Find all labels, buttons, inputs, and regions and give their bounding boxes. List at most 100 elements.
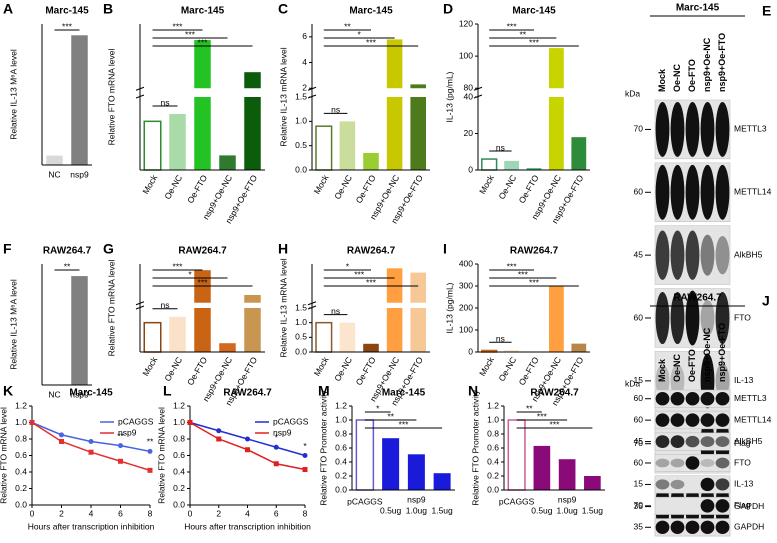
x-tick-label: Oe-NC [496,173,518,201]
y-axis-label: Relative FTO mRNA level [0,407,8,504]
y-tick-label: 300 [459,280,473,290]
y-tick-label: 0.0 [295,346,307,356]
protein-label: METTL14 [734,187,772,197]
chart-title: RAW264.7 [530,388,579,399]
x-tick-label: Mock [477,354,496,377]
kda-marker: 35 [634,522,644,532]
annotation: * [303,441,307,451]
protein-label: AlkBH5 [734,249,763,259]
y-tick-label: 0.5 [295,332,307,342]
bar [408,454,425,490]
group-label: nsp9 [558,494,577,504]
x-tick-label: Oe-NC [496,355,518,383]
band [671,413,685,426]
bar [549,286,564,352]
protein-label: Flag [734,500,751,510]
annotation: ** [117,431,124,441]
kda-marker: 70 [634,500,644,510]
protein-label: IL-13 [734,375,754,385]
point [274,461,279,466]
y-axis-label: Relative IL-13 M⁶A level [8,279,18,370]
lane-label: Oe-NC [672,353,682,382]
axis-break [136,88,265,97]
y-tick-label: 2 [302,82,307,92]
sig-label: *** [198,277,209,287]
bar [46,156,63,165]
panel-letter: I [443,241,447,257]
bar [169,114,186,170]
sig-label: *** [62,21,73,31]
bar [340,323,356,352]
bar [71,276,88,385]
y-tick-label: 20 [464,128,474,138]
y-tick-label: 0.2 [15,483,27,493]
y-tick-label: 1.0 [335,414,347,424]
y-tick-label: 100 [459,324,473,334]
band [671,392,685,405]
sig-label: *** [507,21,518,31]
chart-title: Marc-145 [69,388,113,399]
y-tick-label: 0.0 [295,164,307,174]
band [701,413,715,426]
sig-label: ** [519,29,526,39]
band [716,521,730,534]
y-tick-label: 0.2 [173,483,185,493]
protein-label: IL-13 [734,479,754,489]
point [216,437,221,442]
chart-title: Marc-145 [382,388,426,399]
bar [410,84,426,170]
band [656,459,670,468]
protein-label: METTL3 [734,393,767,403]
x-tick-label: Oe-NC [162,355,184,383]
protein-label: GAPDH [734,522,764,532]
x-tick-label: Mock [477,172,496,195]
point [59,439,64,444]
axis-break [308,88,430,97]
protein-label: FTO [734,312,751,322]
x-tick-label: 0 [30,508,35,518]
point [118,459,123,464]
sig-label: ** [387,411,394,421]
point [59,432,64,437]
panel-letter: E [762,3,771,19]
x-tick-label: pCAGGS [499,496,535,506]
kda-marker: 60 [634,187,644,197]
band [671,521,685,534]
panel-letter: H [278,241,288,257]
point [118,443,123,448]
chart-title: RAW264.7 [178,246,227,257]
x-tick-label: Oe-FTO [354,173,378,205]
sig-label: *** [198,37,209,47]
y-tick-label: 0.8 [173,433,185,443]
panel-letter: K [3,383,13,399]
y-axis-label: Relative FTO Promoter activity [318,389,328,505]
legend-label: pCAGGS [273,416,309,426]
bar [504,161,519,170]
y-tick-label: 1.5 [295,302,307,312]
y-axis-label: Relative IL-13 M⁶A level [8,49,18,140]
panel-letter: C [278,1,288,17]
legend-label: pCAGGS [118,416,154,426]
sig-label: ns [161,300,170,310]
y-axis-label: IL-13 (pg/mL) [444,282,454,333]
chart-title: RAW264.7 [510,246,559,257]
y-tick-label: 0.6 [173,450,185,460]
kda-marker: 70 [634,124,644,134]
x-tick-label: 2 [216,508,221,518]
x-tick-label: 1.5ug [431,505,453,515]
band [701,459,715,467]
band [686,521,700,534]
band [671,435,685,448]
band [671,480,685,489]
point [30,420,35,425]
x-tick-label: 2 [59,508,64,518]
bar [571,344,586,352]
band [656,102,670,157]
sig-label: ns [496,142,505,152]
y-axis-label: Relative FTO mRNA level [106,49,116,146]
x-tick-label: 6 [118,508,123,518]
lane-label: Mock [657,358,667,382]
sig-label: ns [161,97,170,107]
point [89,439,94,444]
